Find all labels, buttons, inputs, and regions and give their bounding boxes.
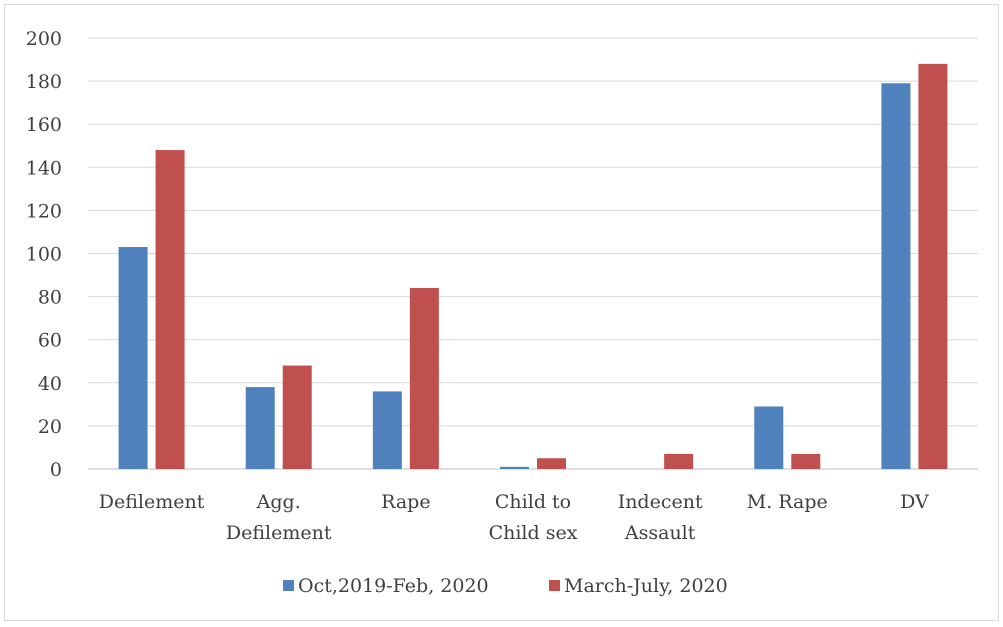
bar-series-1-cat-3 [537, 458, 566, 469]
bar-series-1-cat-5 [791, 453, 821, 469]
x-tick-label: Defilement [226, 522, 332, 544]
x-tick-label: Child sex [489, 522, 578, 544]
chart-frame [4, 4, 999, 621]
y-tick-label: 40 [38, 373, 62, 395]
y-tick-label: 80 [38, 287, 62, 309]
legend-label: Oct,2019-Feb, 2020 [298, 575, 489, 597]
legend-swatch [283, 580, 294, 591]
bar-series-1-cat-0 [155, 150, 185, 469]
y-tick-label: 100 [26, 244, 62, 266]
bar-series-0-cat-6 [881, 83, 911, 469]
y-tick-label: 180 [26, 71, 62, 93]
legend-label: March-July, 2020 [564, 575, 728, 597]
y-tick-label: 60 [38, 330, 62, 352]
bar-series-1-cat-2 [409, 287, 439, 469]
y-tick-label: 20 [38, 416, 62, 438]
x-tick-label: Indecent [618, 491, 703, 513]
bar-series-0-cat-2 [372, 391, 402, 469]
x-tick-label: Child to [495, 491, 571, 513]
y-tick-label: 140 [26, 157, 62, 179]
x-tick-label: DV [900, 491, 929, 513]
bar-series-0-cat-1 [245, 387, 275, 469]
bar-series-1-cat-6 [918, 63, 948, 470]
x-tick-label: Agg. [256, 491, 301, 513]
bar-series-0-cat-0 [118, 247, 148, 469]
bar-series-0-cat-5 [754, 406, 784, 469]
x-tick-label: Assault [624, 522, 696, 544]
x-tick-label: Defilement [99, 491, 205, 513]
y-tick-label: 160 [26, 114, 62, 136]
legend-swatch [549, 580, 560, 591]
bar-series-0-cat-3 [500, 466, 529, 469]
x-tick-label: M. Rape [747, 491, 828, 513]
bar-series-1-cat-1 [282, 365, 312, 469]
y-tick-label: 0 [50, 459, 62, 481]
bar-series-1-cat-4 [664, 453, 694, 469]
y-tick-label: 120 [26, 200, 62, 222]
x-tick-label: Rape [381, 491, 430, 513]
y-tick-label: 200 [26, 28, 62, 50]
